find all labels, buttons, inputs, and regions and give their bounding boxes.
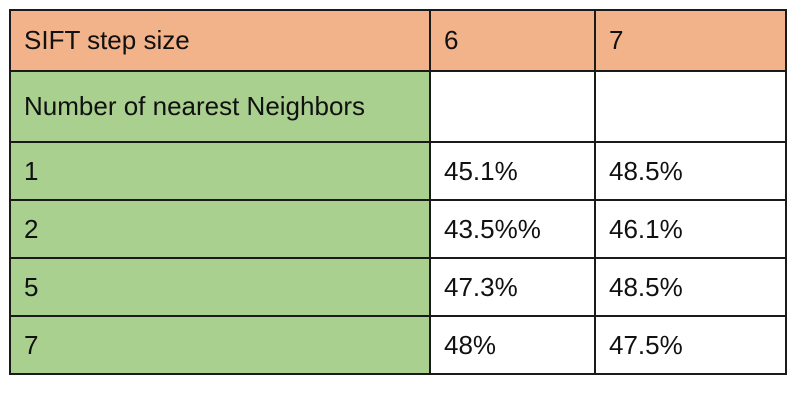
subheader-row: Number of nearest Neighbors <box>9 70 787 143</box>
subheader-empty-cell <box>429 70 596 143</box>
subheader-empty-cell <box>594 70 787 143</box>
table-row: 2 43.5%% 46.1% <box>9 199 787 259</box>
results-table: SIFT step size 6 7 Number of nearest Nei… <box>9 9 787 375</box>
value-cell: 47.3% <box>429 257 596 317</box>
subheader-label-cell: Number of nearest Neighbors <box>9 70 431 143</box>
value-cell: 47.5% <box>594 315 787 375</box>
neighbors-label-cell: 5 <box>9 257 431 317</box>
value-cell: 48.5% <box>594 257 787 317</box>
header-step-size-7-cell: 7 <box>594 9 787 72</box>
table-row: 1 45.1% 48.5% <box>9 141 787 201</box>
neighbors-label-cell: 1 <box>9 141 431 201</box>
header-row: SIFT step size 6 7 <box>9 9 787 72</box>
value-cell: 45.1% <box>429 141 596 201</box>
neighbors-label-cell: 7 <box>9 315 431 375</box>
value-cell: 43.5%% <box>429 199 596 259</box>
table-row: 7 48% 47.5% <box>9 315 787 375</box>
header-label-cell: SIFT step size <box>9 9 431 72</box>
neighbors-label-cell: 2 <box>9 199 431 259</box>
table-row: 5 47.3% 48.5% <box>9 257 787 317</box>
value-cell: 46.1% <box>594 199 787 259</box>
value-cell: 48.5% <box>594 141 787 201</box>
header-step-size-6-cell: 6 <box>429 9 596 72</box>
value-cell: 48% <box>429 315 596 375</box>
